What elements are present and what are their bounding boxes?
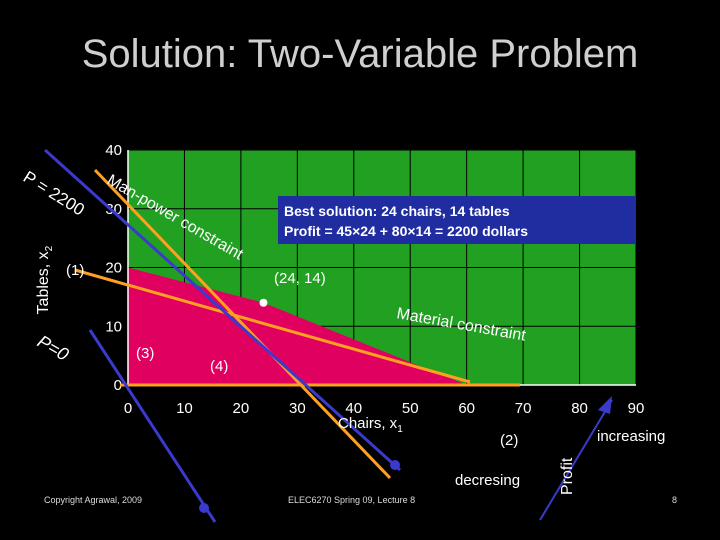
callout-line-2: Profit = 45×24 + 80×14 = 2200 dollars xyxy=(284,223,528,239)
profit-2200-label: P = 2200 xyxy=(20,167,88,219)
man-power-constraint-line xyxy=(93,168,392,480)
x-tick-label: 80 xyxy=(571,400,588,417)
increasing-label: increasing xyxy=(597,428,666,445)
x-tick-label: 30 xyxy=(289,400,306,417)
x-tick-label: 70 xyxy=(515,400,532,417)
profit-line-zero xyxy=(88,329,217,523)
y-axis-title: Tables, x2 xyxy=(34,245,56,315)
optimum-point xyxy=(259,298,268,307)
constraint-3-label: (3) xyxy=(136,345,155,362)
y-tick-label: 40 xyxy=(105,142,122,159)
page-number: 8 xyxy=(672,495,678,505)
best-solution-callout: Best solution: 24 chairs, 14 tables Prof… xyxy=(278,196,636,244)
x-tick-label: 0 xyxy=(124,400,132,417)
footer-copyright: Copyright Agrawal, 2009 xyxy=(44,495,143,505)
footer-course: ELEC6270 Spring 09, Lecture 8 xyxy=(288,495,416,505)
profit-arrow-head xyxy=(598,396,612,414)
optimum-label: (24, 14) xyxy=(274,270,326,287)
x-tick-label: 40 xyxy=(345,400,362,417)
x-tick-label: 60 xyxy=(458,400,475,417)
profit-line-2200-end xyxy=(390,460,400,470)
x-axis-title: Chairs, x1 xyxy=(338,415,403,435)
profit-arrow-line xyxy=(539,399,613,521)
slide-title: Solution: Two-Variable Problem xyxy=(81,32,639,76)
y-tick-label: 30 xyxy=(105,201,122,218)
y-tick-label: 20 xyxy=(105,260,122,277)
profit-label: Profit xyxy=(559,457,576,495)
y-tick-label: 0 xyxy=(114,377,122,394)
constraint-1-label: (1) xyxy=(66,262,85,279)
constraint-4-label: (4) xyxy=(210,358,229,375)
callout-line-1: Best solution: 24 chairs, 14 tables xyxy=(284,203,510,219)
constraint-2-label: (2) xyxy=(500,432,519,449)
y-tick-label: 10 xyxy=(105,318,122,335)
profit-zero-label: P=0 xyxy=(34,331,72,365)
x-tick-label: 90 xyxy=(628,400,645,417)
profit-line-2200 xyxy=(43,148,402,472)
x-tick-label: 50 xyxy=(402,400,419,417)
x-tick-label: 10 xyxy=(176,400,193,417)
material-constraint-line xyxy=(74,268,471,384)
decresing-label: decresing xyxy=(455,472,521,489)
x-tick-label: 20 xyxy=(233,400,250,417)
profit-line-zero-end xyxy=(199,503,209,513)
